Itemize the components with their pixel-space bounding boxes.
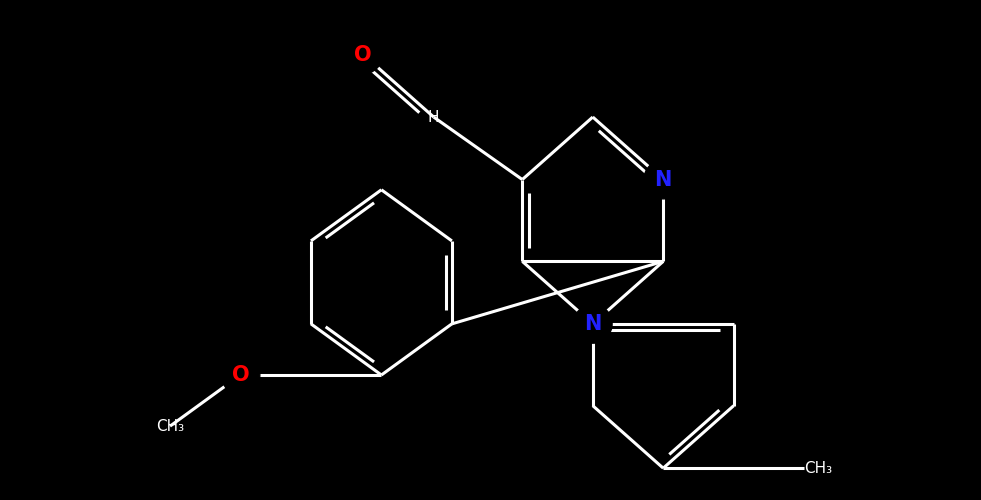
Circle shape	[574, 304, 612, 343]
Text: N: N	[584, 314, 601, 334]
Text: O: O	[354, 44, 372, 64]
Text: CH₃: CH₃	[804, 460, 832, 475]
Text: N: N	[654, 170, 672, 190]
Text: O: O	[232, 365, 249, 385]
Circle shape	[644, 160, 683, 199]
Text: H: H	[428, 110, 439, 124]
Text: CH₃: CH₃	[156, 418, 184, 434]
Circle shape	[221, 356, 260, 395]
Circle shape	[344, 35, 383, 74]
